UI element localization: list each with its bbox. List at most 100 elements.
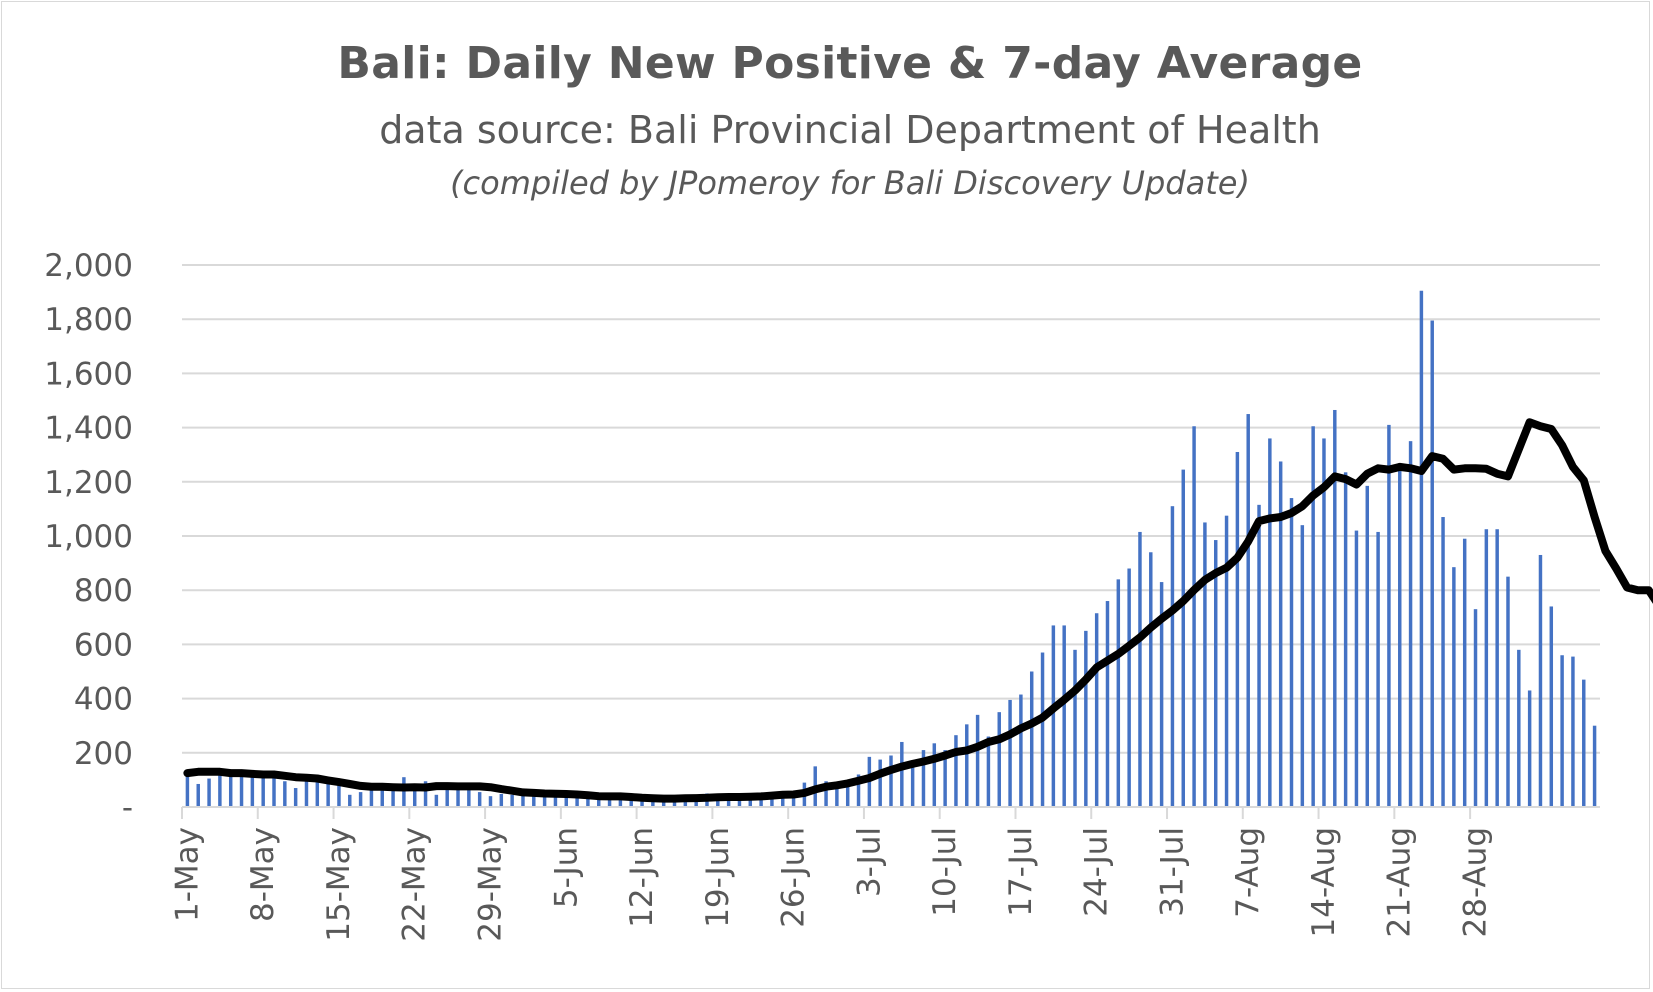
daily-bar bbox=[791, 793, 796, 807]
daily-bar bbox=[1311, 426, 1315, 807]
daily-bar bbox=[423, 781, 428, 807]
daily-bar bbox=[607, 798, 612, 807]
daily-bar bbox=[1343, 472, 1348, 807]
daily-bar bbox=[781, 793, 785, 807]
daily-bar bbox=[315, 781, 320, 807]
daily-bar bbox=[239, 775, 244, 807]
x-tick-label: 26-Jun bbox=[776, 827, 812, 928]
daily-bar bbox=[932, 743, 937, 807]
daily-bar bbox=[640, 799, 644, 807]
daily-bar bbox=[207, 778, 211, 807]
daily-bar bbox=[337, 785, 341, 807]
x-tick-label: 22-May bbox=[397, 827, 433, 942]
daily-bar bbox=[434, 794, 439, 807]
daily-bar bbox=[586, 797, 590, 807]
daily-bar bbox=[1408, 441, 1413, 807]
daily-bar bbox=[499, 793, 504, 807]
daily-bar bbox=[1289, 498, 1294, 807]
daily-bar bbox=[1203, 522, 1207, 807]
x-tick-label: 31-Jul bbox=[1154, 827, 1190, 917]
daily-bar bbox=[759, 795, 763, 807]
daily-bar bbox=[532, 796, 536, 807]
x-tick-label: 17-Jul bbox=[1003, 827, 1039, 917]
daily-bar bbox=[402, 777, 406, 807]
daily-bar bbox=[1582, 679, 1586, 807]
daily-bar bbox=[878, 759, 882, 807]
x-tick-label: 15-May bbox=[321, 827, 357, 942]
daily-bar bbox=[856, 774, 861, 807]
daily-bar bbox=[391, 785, 395, 807]
daily-bar bbox=[986, 736, 991, 807]
daily-bar bbox=[1040, 652, 1045, 807]
daily-bar bbox=[1462, 538, 1467, 807]
daily-bar bbox=[1073, 649, 1077, 807]
x-axis: 1-May 8-May 15-May 22-May 29-May 5-Jun 12-Jun 1… bbox=[169, 806, 1600, 942]
daily-bar bbox=[1300, 525, 1305, 807]
daily-bar bbox=[910, 762, 915, 807]
daily-bar bbox=[261, 775, 265, 807]
daily-bar bbox=[965, 724, 969, 807]
daily-bar bbox=[477, 792, 482, 807]
chart-note: (compiled by JPomeroy for Bali Discovery… bbox=[450, 164, 1250, 202]
daily-bar bbox=[954, 735, 958, 807]
daily-bar bbox=[1592, 725, 1597, 807]
daily-bar bbox=[900, 741, 904, 807]
chart-subtitle: data source: Bali Provincial Department … bbox=[379, 108, 1321, 152]
daily-bar bbox=[1257, 504, 1261, 807]
daily-bar bbox=[1084, 630, 1088, 807]
daily-bar bbox=[1246, 414, 1250, 807]
daily-bar bbox=[412, 786, 417, 807]
daily-bar bbox=[348, 794, 352, 807]
daily-bar bbox=[629, 799, 633, 807]
x-tick-label: 5-Jun bbox=[548, 827, 584, 908]
daily-bars bbox=[185, 290, 1597, 807]
daily-bar bbox=[1376, 531, 1380, 807]
y-axis: - 200 400 600 800 1,000 1,200 1,400 1,600 1,800 2,… bbox=[44, 248, 133, 826]
daily-bar bbox=[1517, 649, 1521, 807]
daily-bar bbox=[1549, 606, 1554, 807]
daily-bar bbox=[618, 798, 623, 807]
daily-bar bbox=[824, 781, 828, 807]
daily-bar bbox=[250, 777, 255, 807]
daily-bar bbox=[672, 801, 677, 807]
daily-bar bbox=[661, 801, 666, 807]
daily-bar bbox=[1387, 424, 1391, 807]
daily-bar bbox=[1398, 464, 1402, 807]
daily-bar bbox=[694, 800, 698, 807]
daily-bar bbox=[218, 774, 222, 807]
daily-bar bbox=[1365, 485, 1370, 807]
x-tick-label: 7-Aug bbox=[1230, 827, 1266, 918]
y-tick-label: 800 bbox=[74, 573, 133, 609]
daily-bar bbox=[1441, 517, 1445, 807]
daily-bar bbox=[1484, 529, 1489, 807]
daily-bar bbox=[1181, 469, 1185, 807]
daily-bar bbox=[1495, 529, 1499, 807]
daily-bar bbox=[456, 786, 460, 807]
daily-bar bbox=[293, 788, 298, 807]
daily-bar bbox=[1149, 552, 1153, 807]
daily-bar bbox=[943, 750, 947, 807]
daily-bar bbox=[921, 750, 926, 807]
daily-bar bbox=[1170, 506, 1175, 807]
y-tick-label: 2,000 bbox=[44, 248, 133, 284]
daily-bar bbox=[1051, 625, 1056, 807]
daily-bar bbox=[380, 783, 384, 807]
daily-bar bbox=[196, 783, 200, 807]
daily-bar bbox=[1127, 568, 1131, 807]
daily-bar bbox=[564, 797, 568, 807]
daily-bar bbox=[1138, 531, 1142, 807]
daily-bar bbox=[845, 782, 850, 807]
daily-bar bbox=[1322, 438, 1326, 807]
chart-title: Bali: Daily New Positive & 7-day Average bbox=[337, 38, 1363, 89]
y-tick-label: 600 bbox=[74, 627, 133, 663]
daily-bar bbox=[1268, 438, 1272, 807]
daily-bar bbox=[997, 712, 1001, 807]
daily-bar bbox=[358, 792, 363, 807]
daily-bar bbox=[283, 781, 287, 807]
daily-bar bbox=[1354, 530, 1359, 807]
daily-bar bbox=[369, 788, 374, 807]
x-tick-label: 1-May bbox=[169, 827, 205, 922]
y-tick-label: 1,400 bbox=[44, 411, 133, 447]
y-tick-label: 400 bbox=[74, 682, 133, 718]
